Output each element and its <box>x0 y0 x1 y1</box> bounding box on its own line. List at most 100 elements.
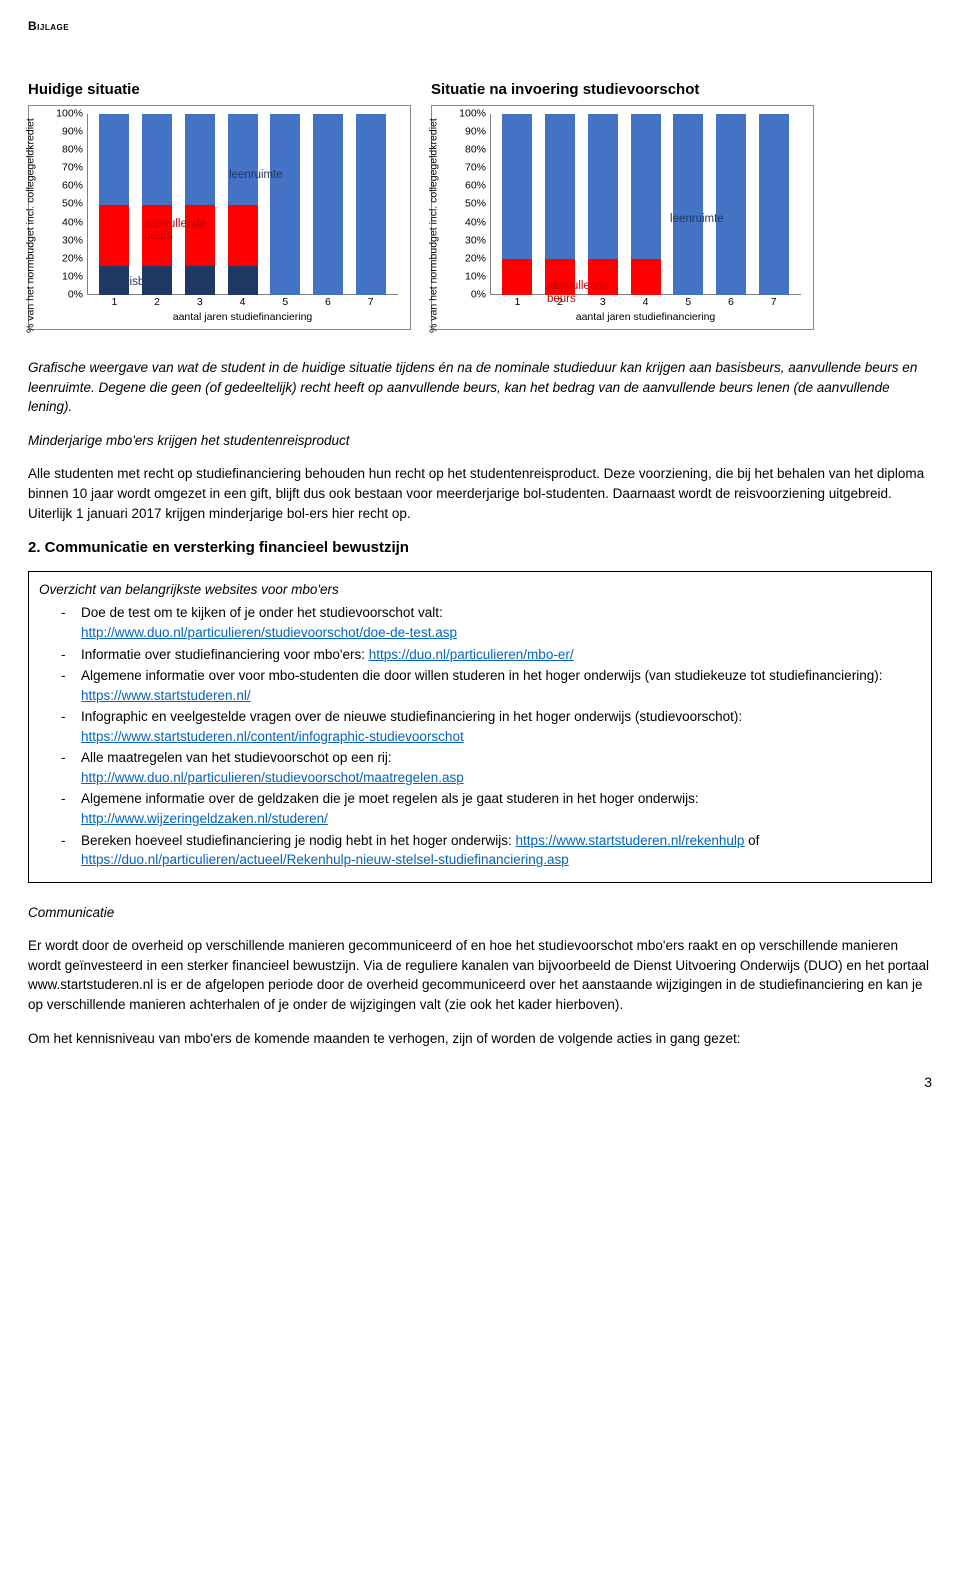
stacked-bar <box>185 114 215 295</box>
websites-list-item: Alle maatregelen van het studievoorschot… <box>39 748 921 787</box>
websites-list-item: Bereken hoeveel studiefinanciering je no… <box>39 831 921 870</box>
websites-list-item: Algemene informatie over de geldzaken di… <box>39 789 921 828</box>
website-link[interactable]: http://www.duo.nl/particulieren/studievo… <box>81 625 457 640</box>
y-tick: 30% <box>452 233 486 248</box>
x-axis-label: aantal jaren studiefinanciering <box>87 310 398 325</box>
stacked-bar <box>142 114 172 295</box>
y-tick: 20% <box>452 251 486 266</box>
website-link[interactable]: https://duo.nl/particulieren/actueel/Rek… <box>81 852 569 867</box>
bar-segment-leenruimte <box>588 114 618 259</box>
x-axis: 1234567 <box>87 295 398 309</box>
bar-segment-leenruimte <box>545 114 575 259</box>
y-tick: 0% <box>452 288 486 303</box>
y-tick: 100% <box>452 107 486 122</box>
y-tick: 80% <box>49 143 83 158</box>
y-tick: 40% <box>49 215 83 230</box>
websites-list-item: Doe de test om te kijken of je onder het… <box>39 603 921 642</box>
website-link[interactable]: https://www.startstuderen.nl/ <box>81 688 251 703</box>
chart-caption: Grafische weergave van wat de student in… <box>28 358 932 417</box>
bar-segment-leenruimte <box>759 114 789 295</box>
stacked-bar <box>270 114 300 295</box>
para-reisproduct: Alle studenten met recht op studiefinanc… <box>28 464 932 523</box>
stacked-bar <box>99 114 129 295</box>
y-axis: 0%10%20%30%40%50%60%70%80%90%100% <box>53 114 85 295</box>
subheading-reisproduct: Minderjarige mbo'ers krijgen het student… <box>28 431 932 451</box>
bar-segment-leenruimte <box>673 114 703 295</box>
stacked-bar <box>313 114 343 295</box>
page-number: 3 <box>28 1072 932 1092</box>
x-tick: 6 <box>710 295 753 309</box>
x-tick: 1 <box>93 295 136 309</box>
x-tick: 7 <box>752 295 795 309</box>
legend-aanv: aanvullende beurs <box>547 280 617 305</box>
x-tick: 4 <box>624 295 667 309</box>
bar-segment-aanvullende <box>99 205 129 267</box>
bar-segment-leenruimte <box>631 114 661 259</box>
bar-segment-basisbeurs <box>228 266 258 295</box>
x-tick: 1 <box>496 295 539 309</box>
stacked-bar <box>356 114 386 295</box>
section-2-heading: 2. Communicatie en versterking financiee… <box>28 537 932 559</box>
websites-list-item: Informatie over studiefinanciering voor … <box>39 645 921 665</box>
stacked-bar <box>588 114 618 295</box>
stacked-bar <box>228 114 258 295</box>
bar-segment-aanvullende <box>631 259 661 295</box>
website-link[interactable]: https://www.startstuderen.nl/content/inf… <box>81 729 464 744</box>
website-link[interactable]: https://duo.nl/particulieren/mbo-er/ <box>369 647 574 662</box>
websites-box: Overzicht van belangrijkste websites voo… <box>28 571 932 883</box>
stacked-bar <box>545 114 575 295</box>
legend-leen: leenruimte <box>670 213 724 226</box>
stacked-bar <box>716 114 746 295</box>
x-tick: 5 <box>264 295 307 309</box>
x-axis: 1234567 <box>490 295 801 309</box>
website-link[interactable]: http://www.wijzeringeldzaken.nl/studeren… <box>81 811 328 826</box>
legend-basis: basisbeurs <box>111 276 167 289</box>
y-axis: 0%10%20%30%40%50%60%70%80%90%100% <box>456 114 488 295</box>
website-link[interactable]: http://www.duo.nl/particulieren/studievo… <box>81 770 464 785</box>
y-tick: 80% <box>452 143 486 158</box>
legend-leen: leenruimte <box>229 169 283 182</box>
bar-segment-leenruimte <box>270 114 300 295</box>
bar-segment-aanvullende <box>228 205 258 267</box>
chart-bars <box>490 114 801 295</box>
websites-box-title: Overzicht van belangrijkste websites voo… <box>39 580 921 600</box>
x-tick: 3 <box>178 295 221 309</box>
legend-aanv: aanvullende beurs <box>144 218 214 243</box>
stacked-bar <box>502 114 532 295</box>
chart-left: % van het normbudget incl. collegegeldkr… <box>28 105 411 330</box>
x-tick: 4 <box>221 295 264 309</box>
stacked-bar <box>673 114 703 295</box>
website-link[interactable]: https://www.startstuderen.nl/rekenhulp <box>516 833 745 848</box>
websites-list-item: Algemene informatie over voor mbo-studen… <box>39 666 921 705</box>
x-tick: 6 <box>307 295 350 309</box>
y-tick: 50% <box>49 197 83 212</box>
bar-segment-leenruimte <box>228 114 258 205</box>
y-axis-label: % van het normbudget incl. collegegeldkr… <box>23 118 38 333</box>
y-tick: 100% <box>49 107 83 122</box>
websites-list-item: Infographic en veelgestelde vragen over … <box>39 707 921 746</box>
websites-list: Doe de test om te kijken of je onder het… <box>39 603 921 869</box>
chart-left-title: Huidige situatie <box>28 79 411 101</box>
subheading-communicatie: Communicatie <box>28 903 932 923</box>
y-tick: 20% <box>49 251 83 266</box>
para-communicatie: Er wordt door de overheid op verschillen… <box>28 936 932 1014</box>
y-tick: 70% <box>452 161 486 176</box>
stacked-bar <box>759 114 789 295</box>
chart-right-title: Situatie na invoering studievoorschot <box>431 79 932 101</box>
bar-segment-leenruimte <box>502 114 532 259</box>
bar-segment-leenruimte <box>716 114 746 295</box>
bar-segment-leenruimte <box>313 114 343 295</box>
y-tick: 10% <box>49 269 83 284</box>
bar-segment-basisbeurs <box>185 266 215 295</box>
page-header-label: Bijlage <box>28 18 932 35</box>
chart-bars <box>87 114 398 295</box>
bar-segment-leenruimte <box>142 114 172 205</box>
bar-segment-leenruimte <box>99 114 129 205</box>
y-tick: 10% <box>452 269 486 284</box>
y-tick: 70% <box>49 161 83 176</box>
y-tick: 50% <box>452 197 486 212</box>
x-tick: 2 <box>136 295 179 309</box>
bar-segment-aanvullende <box>502 259 532 295</box>
bar-segment-leenruimte <box>185 114 215 205</box>
x-tick: 7 <box>349 295 392 309</box>
